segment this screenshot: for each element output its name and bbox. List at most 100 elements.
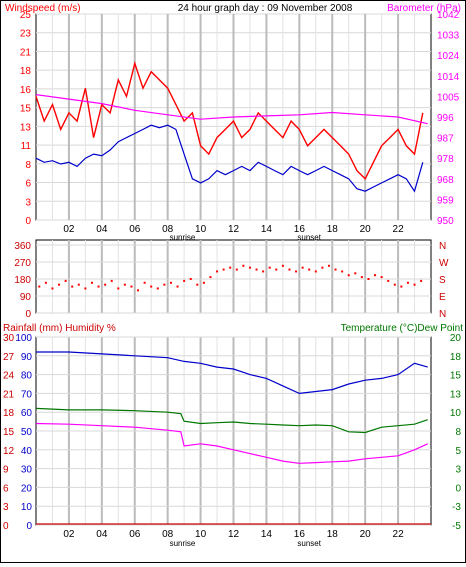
direction-point (189, 278, 192, 280)
direction-point (110, 279, 113, 282)
rainfall-tick-label: 3 (3, 502, 9, 513)
gust-series-line (35, 60, 424, 180)
barometer-tick-label: 978 (437, 154, 454, 165)
compass-tick-label: S (439, 275, 446, 286)
rainfall-tick-label: 21 (3, 389, 15, 400)
humidity-tick-label: 0 (26, 521, 32, 532)
hour-tick-label: 12 (228, 224, 240, 235)
hour-tick-label: 08 (162, 224, 174, 235)
wind-tick-label: 11 (21, 141, 32, 152)
hour-tick-label: 06 (129, 529, 141, 540)
hour-tick-label: 10 (195, 224, 207, 235)
hour-tick-label: 18 (327, 224, 339, 235)
rainfall-tick-label: 30 (3, 333, 15, 344)
temperature-tick-label: 8 (455, 427, 461, 438)
humidity-tick-label: 90 (21, 352, 33, 363)
direction-point (143, 281, 146, 284)
temperature-tick-label: 0 (455, 483, 461, 494)
hour-tick-label: 16 (294, 529, 306, 540)
humidity-tick-label: 40 (21, 446, 33, 457)
barometer-tick-label: 1033 (437, 31, 460, 42)
temperature-series-line (35, 407, 428, 434)
compass-tick-label: N (439, 309, 446, 320)
hour-tick-label: 12 (228, 529, 240, 540)
hour-tick-label: 22 (393, 224, 405, 235)
chart-title: 24 hour graph day : 09 November 2008 (178, 3, 353, 14)
humidity-tick-label: 80 (21, 371, 33, 382)
direction-point (64, 279, 67, 282)
direction-point (77, 283, 80, 286)
direction-point (117, 287, 120, 290)
hour-tick-label: 20 (360, 224, 372, 235)
wind-tick-label: 23 (20, 29, 32, 40)
hour-tick-label: 18 (327, 529, 339, 540)
temperature-tick-label: 20 (450, 333, 462, 344)
temperature-tick-label: -5 (452, 521, 461, 532)
direction-point (235, 268, 238, 271)
wind-tick-label: 18 (20, 66, 32, 77)
direction-point (38, 285, 41, 288)
humidity-tick-label: 20 (21, 483, 33, 494)
direction-point (406, 281, 409, 284)
direction-point (163, 283, 166, 286)
hour-tick-label: 08 (162, 529, 174, 540)
temperature-tick-label: 10 (450, 408, 462, 419)
direction-point (183, 279, 186, 282)
compass-tick-label: N (439, 241, 446, 252)
hour-tick-label: 16 (294, 224, 306, 235)
direction-point (150, 285, 153, 288)
direction-point (44, 281, 47, 284)
wind-tick-label: 16 (20, 85, 32, 96)
direction-point (268, 266, 271, 269)
direction-point (380, 276, 383, 279)
direction-point (420, 279, 423, 282)
sunrise-label: sunrise (170, 233, 196, 242)
compass-tick-label: W (439, 258, 449, 269)
rainfall-tick-label: 24 (3, 371, 15, 382)
direction-tick-label: 90 (20, 292, 32, 303)
barometer-tick-label: 996 (437, 113, 454, 124)
rainfall-tick-label: 0 (3, 521, 9, 532)
direction-point (314, 270, 317, 273)
temperature-tick-label: -3 (452, 502, 461, 513)
hour-tick-label: 04 (96, 224, 108, 235)
direction-point (156, 287, 159, 290)
barometer-axis-label: Barometer (hPa) (387, 3, 461, 14)
barometer-tick-label: 1024 (437, 51, 460, 62)
rainfall-tick-label: 27 (3, 352, 15, 363)
humidity-tick-label: 50 (21, 427, 33, 438)
humidity-tick-label: 70 (21, 389, 33, 400)
direction-point (248, 266, 251, 269)
direction-point (176, 285, 179, 288)
direction-point (367, 278, 370, 280)
direction-point (137, 289, 140, 292)
direction-point (354, 272, 357, 275)
temperature-tick-label: 18 (450, 352, 462, 363)
wind-tick-label: 0 (25, 216, 31, 227)
direction-point (216, 270, 219, 273)
direction-point (90, 281, 93, 284)
direction-point (413, 283, 416, 286)
direction-point (295, 270, 298, 273)
direction-point (71, 285, 74, 288)
wind-tick-label: 15 (20, 104, 32, 115)
direction-point (327, 264, 330, 267)
temperature-tick-label: 15 (450, 371, 462, 382)
direction-point (123, 283, 126, 286)
wind-tick-label: 13 (20, 122, 32, 133)
rainfall-tick-label: 18 (3, 408, 15, 419)
sunset-label: sunset (297, 539, 321, 548)
hour-tick-label: 22 (393, 529, 405, 540)
barometer-tick-label: 1014 (437, 72, 460, 83)
dewpoint-series-line (35, 422, 428, 464)
direction-point (202, 281, 205, 284)
direction-point (393, 283, 396, 286)
humidity-tick-label: 100 (15, 333, 32, 344)
direction-point (229, 266, 232, 269)
wind-tick-label: 8 (25, 160, 31, 171)
hour-tick-label: 20 (360, 529, 372, 540)
direction-point (104, 283, 107, 286)
rainfall-tick-label: 9 (3, 465, 9, 476)
direction-point (281, 264, 284, 267)
direction-point (301, 266, 304, 269)
